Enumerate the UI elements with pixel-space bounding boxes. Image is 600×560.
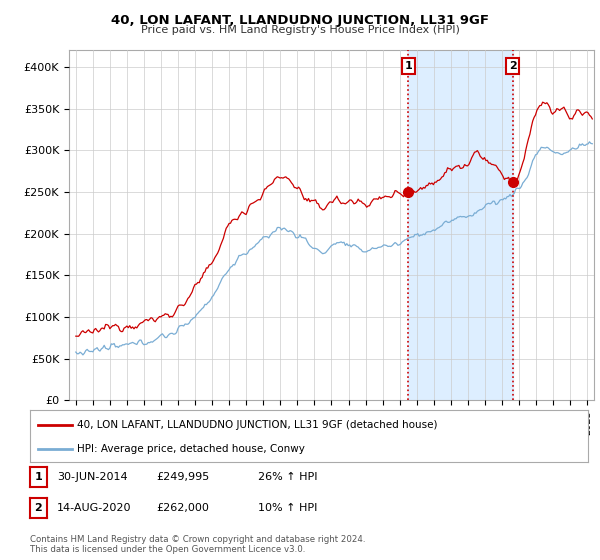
Text: 10% ↑ HPI: 10% ↑ HPI [258, 503, 317, 513]
Text: 2: 2 [35, 503, 42, 513]
Text: This data is licensed under the Open Government Licence v3.0.: This data is licensed under the Open Gov… [30, 545, 305, 554]
Text: 30-JUN-2014: 30-JUN-2014 [57, 472, 128, 482]
Text: £249,995: £249,995 [156, 472, 209, 482]
Text: 40, LON LAFANT, LLANDUDNO JUNCTION, LL31 9GF: 40, LON LAFANT, LLANDUDNO JUNCTION, LL31… [111, 14, 489, 27]
Text: 1: 1 [404, 61, 412, 71]
Text: 40, LON LAFANT, LLANDUDNO JUNCTION, LL31 9GF (detached house): 40, LON LAFANT, LLANDUDNO JUNCTION, LL31… [77, 420, 438, 430]
Text: Price paid vs. HM Land Registry's House Price Index (HPI): Price paid vs. HM Land Registry's House … [140, 25, 460, 35]
Bar [408, 50, 512, 400]
Text: Contains HM Land Registry data © Crown copyright and database right 2024.: Contains HM Land Registry data © Crown c… [30, 535, 365, 544]
Text: 2: 2 [509, 61, 517, 71]
Text: 1: 1 [35, 472, 42, 482]
Text: £262,000: £262,000 [156, 503, 209, 513]
Text: 26% ↑ HPI: 26% ↑ HPI [258, 472, 317, 482]
Text: 14-AUG-2020: 14-AUG-2020 [57, 503, 131, 513]
Text: HPI: Average price, detached house, Conwy: HPI: Average price, detached house, Conw… [77, 444, 305, 454]
